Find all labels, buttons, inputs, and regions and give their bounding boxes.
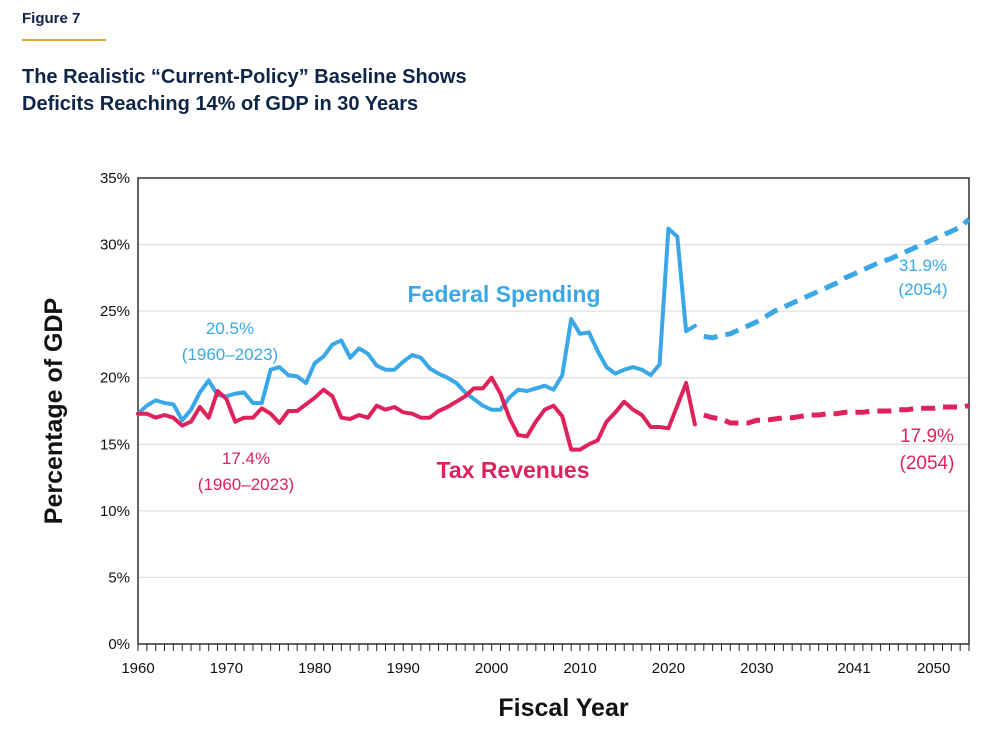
figure-label-underline (22, 39, 106, 41)
chart-title-line-1: The Realistic “Current-Policy” Baseline … (22, 66, 467, 88)
x-tick-label: 2010 (563, 660, 596, 677)
x-tick-label: 1970 (210, 660, 243, 677)
annotation-tax-revenues-2054-value: 17.9% (900, 426, 954, 447)
annotation-federal-spending-2054-year: (2054) (898, 280, 947, 299)
figure-label: Figure 7 (22, 10, 81, 27)
x-tick-label: 2041 (837, 660, 870, 677)
annotation-tax-revenues-2054-year: (2054) (900, 453, 955, 474)
series-line-federal-spending-projection (703, 217, 971, 341)
chart-title: The Realistic “Current-Policy” Baseline … (22, 64, 662, 118)
y-tick-label: 20% (100, 370, 130, 387)
x-tick-label: 2030 (740, 660, 773, 677)
annotation-federal-spending-period: (1960–2023) (182, 345, 278, 364)
series-line-tax-revenues-historical (136, 375, 697, 452)
annotation-federal-spending-2054-value: 31.9% (899, 256, 947, 275)
y-tick-label: 15% (100, 436, 130, 453)
x-axis-title: Fiscal Year (498, 694, 628, 722)
annotation-federal-spending-average: 20.5% (206, 319, 254, 338)
x-tick-label: 2020 (652, 660, 685, 677)
y-tick-label: 25% (100, 303, 130, 320)
y-tick-label: 5% (108, 569, 130, 586)
chart-title-line-2: Deficits Reaching 14% of GDP in 30 Years (22, 93, 419, 115)
series-line-tax-revenues-projection (703, 403, 970, 426)
y-tick-label: 0% (108, 636, 130, 653)
y-tick-label: 30% (100, 237, 130, 254)
x-tick-label: 1990 (387, 660, 420, 677)
x-tick-label: 2050 (917, 660, 950, 677)
annotation-tax-revenues-period: (1960–2023) (198, 475, 294, 494)
series-line-federal-spending-historical (136, 226, 697, 423)
y-tick-label: 10% (100, 503, 130, 520)
x-tick-label: 2000 (475, 660, 508, 677)
x-tick-label: 1980 (298, 660, 331, 677)
series-label-federal-spending: Federal Spending (408, 281, 601, 307)
x-tick-label: 1960 (121, 660, 154, 677)
series-label-tax-revenues: Tax Revenues (437, 457, 590, 483)
annotation-tax-revenues-average: 17.4% (222, 449, 270, 468)
y-tick-label: 35% (100, 170, 130, 187)
y-axis-title: Percentage of GDP (40, 298, 68, 524)
